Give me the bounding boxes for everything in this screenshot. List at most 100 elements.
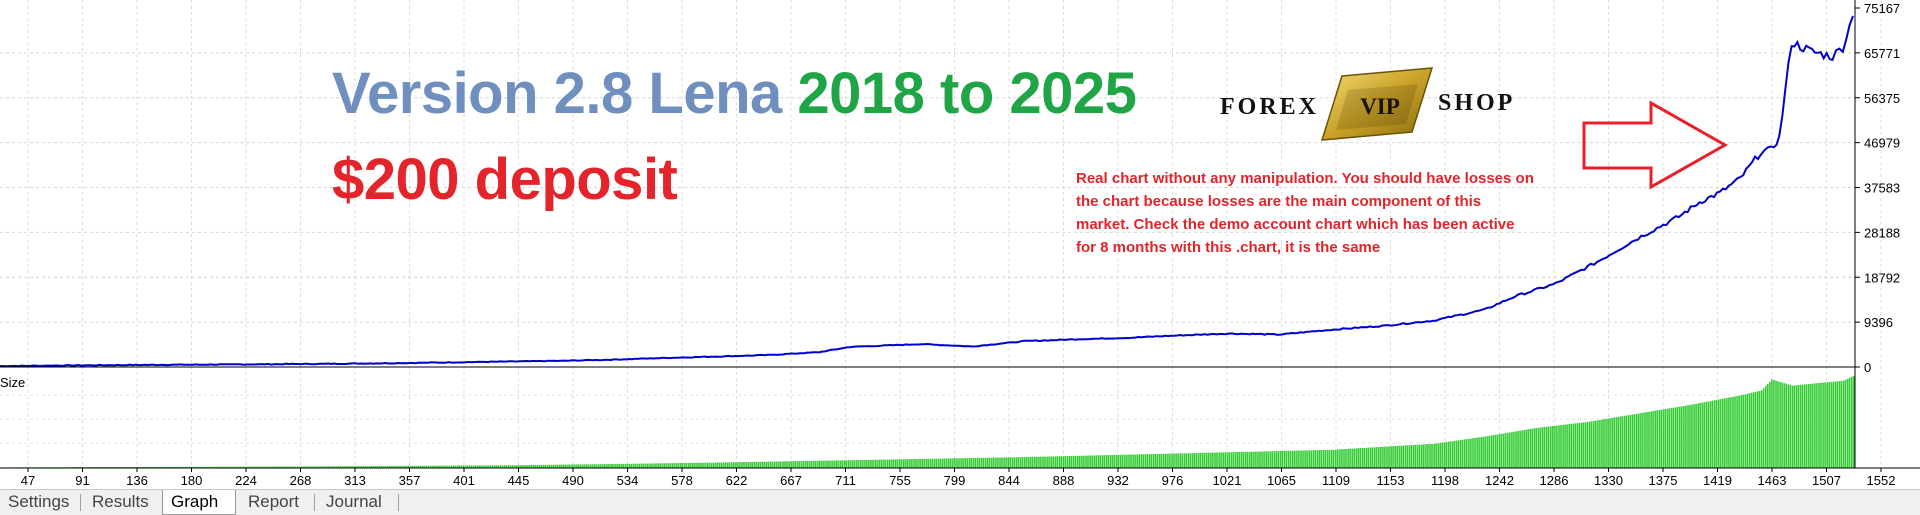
volume-bar [642,463,645,468]
volume-bar [997,457,999,468]
volume-bar [1042,456,1044,468]
volume-bar [1349,448,1351,468]
size-label: Size [0,375,25,390]
volume-bar [1193,453,1196,468]
volume-bar [685,463,688,468]
volume-bar [141,466,143,468]
volume-bar [536,464,538,468]
volume-bar [1236,452,1239,468]
tab-journal[interactable]: Journal [326,492,382,511]
volume-bar [706,462,708,468]
volume-bar [753,461,756,468]
volume-bar [298,466,301,468]
volume-bar [1402,445,1405,468]
volume-bar [1449,441,1452,468]
volume-bar [657,463,659,468]
volume-bar [1175,453,1177,468]
volume-bar [137,466,139,468]
volume-bar [1476,437,1478,468]
volume-bar [1488,435,1491,468]
tab-results[interactable]: Results [92,492,149,511]
volume-bar [1345,449,1347,468]
y-tick-label: 28188 [1864,225,1900,240]
volume-bar [1332,449,1335,468]
volume-bar [761,461,764,468]
volume-bar [301,466,303,468]
volume-bar [1482,436,1484,468]
volume-bar [1703,402,1706,468]
volume-bar [1507,432,1509,468]
volume-bar [864,459,866,468]
volume-bar [1316,450,1319,468]
volume-bar [1830,381,1833,468]
volume-bar [1062,456,1065,468]
x-tick-label: 932 [1107,473,1129,488]
volume-bar [546,464,549,468]
volume-bar [788,461,790,468]
volume-bar [516,465,518,468]
volume-bar [286,466,289,468]
volume-bar [917,459,919,468]
volume-bar [1220,452,1222,468]
volume-bar [1011,457,1014,468]
volume-bar [839,460,842,468]
volume-bar [1107,455,1110,468]
x-tick-label: 136 [126,473,148,488]
volume-bar [1812,383,1814,468]
volume-bar [1371,447,1374,468]
volume-bar [425,465,428,468]
volume-bar [1691,404,1693,468]
volume-bar [419,465,422,468]
volume-bar [1728,397,1730,468]
volume-bar [196,466,199,468]
tab-settings[interactable]: Settings [8,492,70,511]
volume-bar [1273,451,1276,468]
volume-bar [1775,380,1777,468]
volume-bar [1240,451,1243,468]
volume-bar [344,466,346,468]
volume-bar [774,461,776,468]
volume-bar [1101,455,1104,468]
x-tick-label: 268 [290,473,312,488]
volume-bar [1320,450,1323,468]
tab-report[interactable]: Report [248,492,300,511]
volume-bar [1537,427,1540,468]
volume-bar [716,462,719,468]
volume-bar [1072,455,1075,468]
volume-bar [1513,431,1515,468]
volume-bar [636,463,639,468]
volume-bar [1529,429,1532,468]
volume-bar [231,466,233,468]
volume-bar [939,458,942,468]
volume-bar [679,463,682,468]
volume-bar [434,465,436,468]
volume-bar [1627,415,1630,468]
volume-bar [258,466,260,468]
volume-bar [1593,420,1595,468]
volume-bar [780,461,782,468]
volume-bar [1191,453,1194,468]
volume-bar [1533,428,1536,468]
volume-bar [462,465,465,468]
tab-graph[interactable]: Graph [162,490,236,515]
volume-bar [481,465,483,468]
x-tick-label: 401 [453,473,475,488]
volume-bar [1611,417,1613,468]
volume-bar [1791,385,1794,468]
volume-bar [1136,454,1138,468]
volume-bar [143,466,145,468]
volume-bar [1709,401,1712,468]
volume-bar [663,463,665,468]
volume-bar [1588,421,1591,468]
volume-bar [1001,457,1003,468]
volume-bar [1701,402,1704,468]
x-tick-label: 313 [344,473,366,488]
logo-badge-icon [1320,67,1434,141]
volume-bar [737,462,739,468]
volume-bar [1713,400,1716,468]
volume-bar [1308,450,1310,468]
volume-bar [1359,448,1362,468]
volume-bar [495,465,498,468]
volume-bar [1355,448,1358,468]
volume-bar [1052,456,1054,468]
